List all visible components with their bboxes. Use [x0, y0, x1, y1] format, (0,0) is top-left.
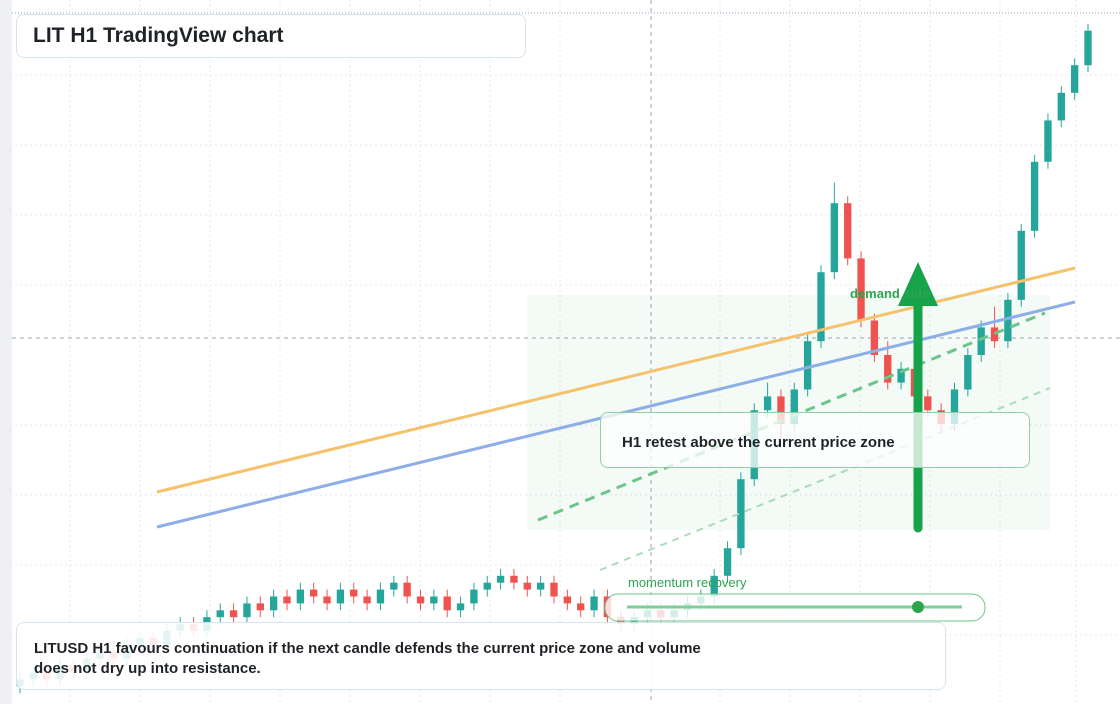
candle-body — [723, 548, 732, 576]
candle-body — [456, 603, 465, 611]
candle-body — [376, 589, 385, 604]
candle-body — [536, 582, 545, 590]
candle-body — [403, 582, 411, 597]
candle-body — [563, 596, 572, 604]
candle-body — [1070, 65, 1079, 93]
candle-body — [350, 589, 358, 597]
footer-note: LITUSD H1 favours continuation if the ne… — [16, 622, 946, 690]
candle-body — [256, 603, 264, 611]
candle-body — [310, 589, 318, 597]
candle-body — [243, 603, 251, 618]
candle-body — [884, 355, 892, 383]
candle-body — [1004, 299, 1012, 342]
title: LIT H1 TradingView chart — [16, 14, 526, 58]
candle-body — [269, 596, 278, 611]
momentum-dot — [912, 601, 924, 613]
candle-body — [443, 596, 451, 611]
candle-body — [737, 479, 745, 549]
candle-body — [229, 610, 238, 618]
candle-body — [924, 396, 932, 411]
momentum-label: momentum recovery — [628, 575, 747, 590]
candle-body — [990, 327, 999, 342]
candle-body — [323, 596, 331, 604]
candle-body — [950, 389, 959, 424]
candle-body — [830, 203, 839, 273]
candle-body — [790, 389, 798, 424]
demand-label: demand side — [850, 286, 929, 301]
candle-body — [216, 610, 224, 618]
candle-body — [590, 596, 598, 611]
candle-body — [483, 582, 491, 590]
candle-body — [777, 396, 785, 424]
left-edge — [0, 0, 12, 704]
candle-body — [1057, 92, 1065, 121]
candle-body — [857, 258, 865, 321]
candle-body — [763, 396, 772, 411]
candle-body — [523, 582, 531, 590]
candle-body — [416, 596, 425, 604]
candle-body — [870, 320, 879, 355]
candle-body — [496, 575, 505, 583]
candle-body — [1030, 161, 1039, 231]
candle-body — [1084, 30, 1092, 66]
candle-body — [510, 575, 518, 583]
candle-body — [283, 596, 291, 604]
arrow-head — [898, 262, 938, 306]
candle-body — [550, 582, 558, 597]
candle-body — [577, 603, 585, 611]
candle-body — [977, 327, 985, 355]
candle-body — [817, 272, 825, 342]
candle-body — [1044, 120, 1052, 162]
candle-body — [430, 596, 438, 604]
candle-body — [296, 589, 305, 604]
candle-body — [1017, 230, 1025, 300]
candle-body — [336, 589, 345, 604]
candle-body — [897, 368, 905, 383]
candle-body — [964, 355, 972, 390]
candle-body — [363, 596, 371, 604]
candle-body — [390, 582, 398, 590]
candle-body — [470, 589, 478, 604]
candle-body — [803, 341, 812, 390]
retest-callout: H1 retest above the current price zone — [600, 412, 1030, 468]
candle-body — [844, 203, 852, 259]
candle-body — [710, 575, 718, 597]
